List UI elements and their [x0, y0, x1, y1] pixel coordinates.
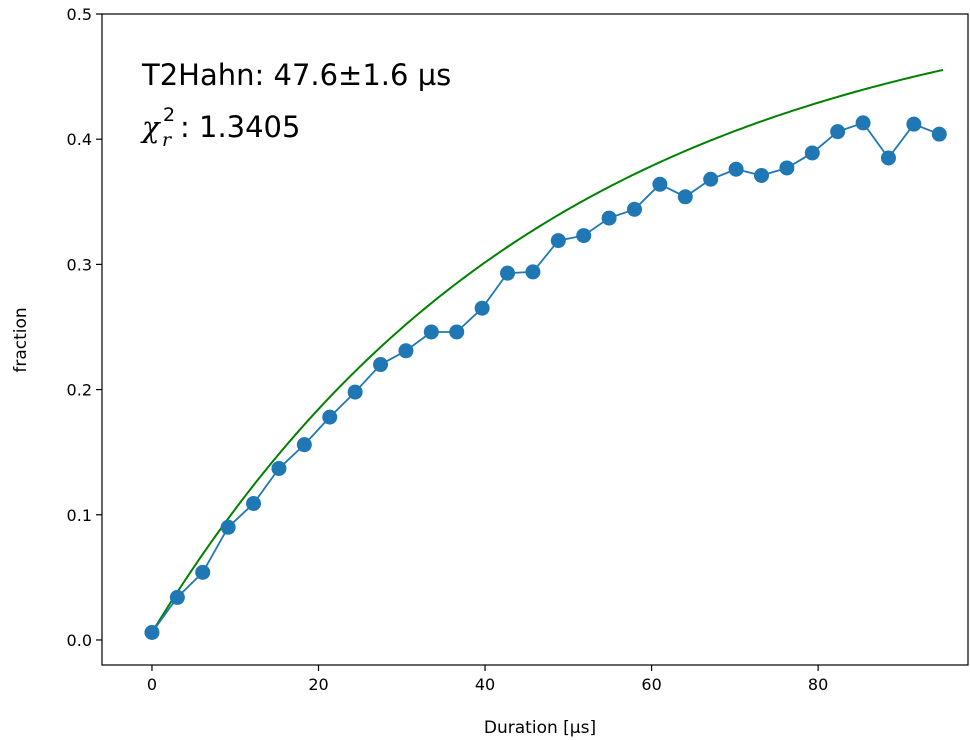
data-point	[246, 496, 262, 512]
data-point	[296, 437, 312, 453]
y-tick-label: 0.5	[67, 5, 92, 24]
chi-squared-annotation: χ	[140, 110, 161, 144]
data-point	[398, 343, 414, 359]
data-point	[144, 624, 160, 640]
plot-frame	[101, 13, 969, 666]
data-point	[652, 176, 668, 192]
data-point	[423, 324, 439, 340]
data-point	[855, 115, 871, 131]
x-tick-label: 0	[147, 675, 157, 694]
data-point	[322, 409, 338, 425]
y-tick-label: 0.4	[67, 130, 92, 149]
data-point	[373, 357, 389, 373]
chi-subscript: r	[162, 129, 173, 151]
fit-curve-layer	[151, 68, 944, 633]
data-series-layer	[144, 115, 947, 640]
y-tick-label: 0.0	[67, 631, 92, 650]
fit-curve	[151, 68, 944, 633]
chi-superscript: 2	[163, 104, 175, 126]
data-point	[525, 264, 541, 280]
data-point	[703, 171, 719, 187]
chi-value: : 1.3405	[180, 110, 300, 144]
data-point	[474, 300, 490, 316]
x-axis-label: Duration [µs]	[484, 718, 596, 738]
data-point	[906, 116, 922, 132]
y-tick-label: 0.3	[67, 255, 92, 274]
data-point	[449, 324, 465, 340]
data-point	[677, 189, 693, 205]
chi-symbol: χ	[140, 110, 161, 144]
fit-result-annotation: T2Hahn: 47.6±1.6 µs	[141, 58, 451, 92]
y-axis-label: fraction	[11, 307, 31, 372]
y-tick-label: 0.2	[67, 381, 92, 400]
data-point	[779, 160, 795, 176]
data-point	[550, 233, 566, 249]
data-point	[347, 384, 363, 400]
data-point	[220, 519, 236, 535]
data-point	[804, 145, 820, 161]
data-point	[830, 124, 846, 140]
data-point	[880, 150, 896, 166]
data-point	[271, 460, 287, 476]
x-axis-ticks: 0 20 40 60 80	[147, 665, 828, 694]
data-point	[500, 265, 516, 281]
y-axis-ticks: 0.0 0.1 0.2 0.3 0.4 0.5	[67, 5, 102, 650]
x-tick-label: 40	[475, 675, 495, 694]
data-point	[576, 228, 592, 244]
x-tick-label: 20	[308, 675, 328, 694]
x-tick-label: 80	[808, 675, 828, 694]
data-point	[627, 201, 643, 217]
y-tick-label: 0.1	[67, 506, 92, 525]
plot-area	[102, 14, 968, 665]
data-point	[195, 564, 211, 580]
data-point	[728, 161, 744, 177]
x-tick-label: 60	[641, 675, 661, 694]
data-point	[601, 210, 617, 226]
data-point	[931, 126, 947, 142]
data-point	[169, 589, 185, 605]
data-point	[753, 167, 769, 183]
